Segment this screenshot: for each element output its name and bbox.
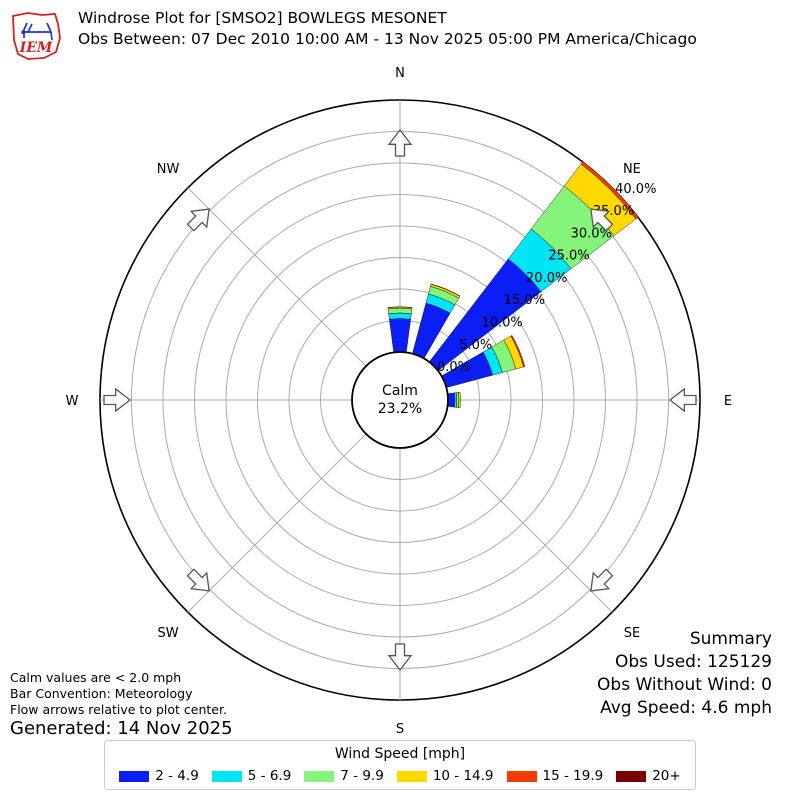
note-calm-threshold: Calm values are < 2.0 mph xyxy=(10,670,182,685)
legend-swatch xyxy=(119,770,150,782)
grid-spoke xyxy=(187,187,367,367)
note-bar-convention: Bar Convention: Meteorology xyxy=(10,686,193,701)
calm-circle: Calm 23.2% xyxy=(351,351,449,449)
compass-label-n: N xyxy=(395,66,405,81)
legend-item: 10 - 14.9 xyxy=(396,768,494,784)
calm-label: Calm xyxy=(382,383,418,399)
legend-item: 2 - 4.9 xyxy=(119,768,199,784)
legend-item: 20+ xyxy=(616,768,681,784)
windrose-petal-segment xyxy=(510,335,526,368)
radial-tick-label: 5.0% xyxy=(459,338,492,353)
windrose-petal-segment xyxy=(458,391,461,409)
iem-logo: IEM xyxy=(8,10,64,62)
legend-swatch xyxy=(616,770,647,782)
radial-tick-label: 25.0% xyxy=(548,249,589,264)
flow-arrow-icon xyxy=(387,128,413,157)
flow-arrow-icon xyxy=(103,387,132,413)
radial-tick-label: 0.0% xyxy=(437,360,470,375)
windrose-petal-segment xyxy=(387,308,413,314)
flow-arrow-icon xyxy=(186,208,210,232)
compass-label-se: SE xyxy=(624,626,640,641)
grid-spoke xyxy=(187,433,367,613)
legend-title: Wind Speed [mph] xyxy=(334,746,466,762)
summary-heading: Summary xyxy=(689,629,772,649)
compass-label-e: E xyxy=(724,394,732,409)
flow-arrow-icon xyxy=(387,643,413,672)
summary-block: Summary Obs Used: 125129 Obs Without Win… xyxy=(597,628,772,720)
page-title: Windrose Plot for [SMSO2] BOWLEGS MESONE… xyxy=(78,9,447,27)
compass-label-ne: NE xyxy=(623,162,641,177)
legend-item: 7 - 9.9 xyxy=(304,768,384,784)
legend-swatch xyxy=(396,770,427,782)
summary-obs-without-wind: Obs Without Wind: 0 xyxy=(597,675,772,695)
generated-date: Generated: 14 Nov 2025 xyxy=(10,718,233,739)
windrose-petal-segment xyxy=(580,161,639,220)
compass-label-w: W xyxy=(66,394,79,409)
flow-arrow-icon xyxy=(590,208,614,232)
legend-swatch xyxy=(211,770,242,782)
flow-arrow-icon xyxy=(186,568,210,592)
grid-spoke xyxy=(433,433,613,613)
legend-item: 15 - 19.9 xyxy=(506,768,604,784)
calm-circle-shape xyxy=(351,351,449,449)
legend-label: 15 - 19.9 xyxy=(542,768,604,784)
legend-items: 2 - 4.9 5 - 6.9 7 - 9.9 10 - 14.9 15 - 19.9 2… xyxy=(105,768,695,784)
radial-tick-label: 40.0% xyxy=(615,182,656,197)
legend-label: 20+ xyxy=(652,768,681,784)
compass-labels: N NE E SE S SW W NW xyxy=(66,66,733,737)
page-subtitle: Obs Between: 07 Dec 2010 10:00 AM - 13 N… xyxy=(78,30,697,48)
legend-label: 5 - 6.9 xyxy=(247,768,292,784)
legend-label: 2 - 4.9 xyxy=(155,768,199,784)
windrose-petal-segment xyxy=(430,283,461,297)
flow-arrow-icon xyxy=(668,387,697,413)
legend-label: 10 - 14.9 xyxy=(432,768,494,784)
compass-label-nw: NW xyxy=(157,162,180,177)
radial-tick-label: 10.0% xyxy=(481,316,522,331)
windrose-petal-segment xyxy=(387,306,413,308)
note-flow-arrows: Flow arrows relative to plot center. xyxy=(10,702,227,717)
legend-swatch xyxy=(304,770,335,782)
legend-swatch xyxy=(506,770,537,782)
summary-obs-used: Obs Used: 125129 xyxy=(614,652,772,672)
radial-tick-label: 15.0% xyxy=(504,293,545,308)
calm-value: 23.2% xyxy=(378,401,422,417)
title-block: Windrose Plot for [SMSO2] BOWLEGS MESONE… xyxy=(78,8,778,50)
windrose-petal-segment xyxy=(389,318,411,353)
footnotes: Calm values are < 2.0 mph Bar Convention… xyxy=(10,670,227,718)
legend-label: 7 - 9.9 xyxy=(340,768,384,784)
windrose-petals xyxy=(387,161,639,409)
windrose-petal-segment xyxy=(388,312,412,320)
radial-tick-label: 30.0% xyxy=(571,226,612,241)
flow-arrow-icon xyxy=(590,568,614,592)
summary-avg-speed: Avg Speed: 4.6 mph xyxy=(600,698,772,718)
legend-item: 5 - 6.9 xyxy=(211,768,292,784)
svg-text:IEM: IEM xyxy=(19,40,53,56)
radial-tick-label: 20.0% xyxy=(526,271,567,286)
compass-label-sw: SW xyxy=(158,626,179,641)
compass-label-s: S xyxy=(396,722,404,737)
legend: Wind Speed [mph] 2 - 4.9 5 - 6.9 7 - 9.9 10… xyxy=(104,740,696,790)
